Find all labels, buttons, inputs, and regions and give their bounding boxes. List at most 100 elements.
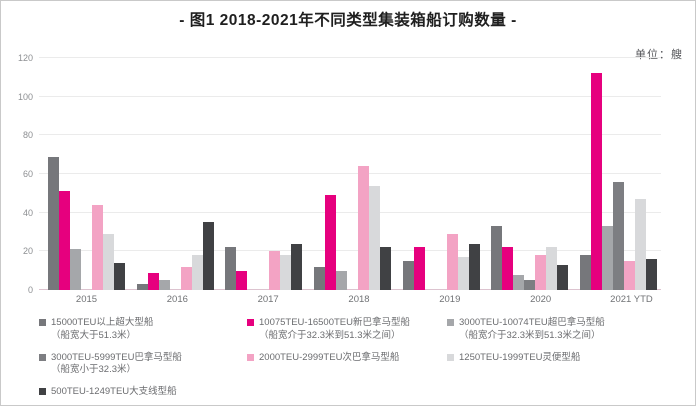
legend-item: 10075TEU-16500TEU新巴拿马型船 （船宽介于32.3米到51.3米之… <box>247 317 447 343</box>
y-tick-label-0: 0 <box>27 285 33 295</box>
bar-2018-2000TEU-2999TEU次巴拿马型船 <box>357 166 369 290</box>
legend-item: 3000TEU-10074TEU超巴拿马型船 （船宽介于32.3米到51.3米之间… <box>447 317 689 343</box>
bar-group-2019 <box>402 58 480 290</box>
bar-2020-1250TEU-1999TEU灵便型船 <box>546 247 558 290</box>
legend-label: 3000TEU-5999TEU巴拿马型船 （船宽小于32.3米） <box>51 352 182 378</box>
plot-area <box>39 57 661 290</box>
bar-2021 YTD-1250TEU-1999TEU灵便型船 <box>634 199 646 290</box>
bar-2015-1250TEU-1999TEU灵便型船 <box>103 233 114 290</box>
bar-2015-15000TEU以上超大型船 <box>48 156 59 290</box>
legend-series-name: 15000TEU以上超大型船 <box>51 317 154 328</box>
bar-2020-3000TEU-10074TEU超巴拿马型船 <box>513 274 525 290</box>
gridline-100 <box>39 95 661 97</box>
legend-series-name: 10075TEU-16500TEU新巴拿马型船 <box>259 317 410 328</box>
legend-item: 2000TEU-2999TEU次巴拿马型船 <box>247 352 447 378</box>
bar-2020-15000TEU以上超大型船 <box>491 226 503 290</box>
legend-series-name: 2000TEU-2999TEU次巴拿马型船 <box>259 351 400 363</box>
bar-2021 YTD-10075TEU-16500TEU新巴拿马型船 <box>590 73 602 290</box>
bar-2016-1250TEU-1999TEU灵便型船 <box>191 255 203 290</box>
x-axis: 2015 2016 2017 2018 2019 2020 2021 YTD <box>39 294 674 305</box>
legend-series-name: 1250TEU-1999TEU灵便型船 <box>459 351 581 363</box>
bar-2016-500TEU-1249TEU大支线型船 <box>202 222 214 290</box>
bar-2021 YTD-15000TEU以上超大型船 <box>579 255 591 290</box>
bar-2020-500TEU-1249TEU大支线型船 <box>557 264 569 290</box>
bar-2016-3000TEU-10074TEU超巴拿马型船 <box>158 280 170 290</box>
x-tick-label-2016: 2016 <box>166 294 188 305</box>
bar-2016-15000TEU以上超大型船 <box>136 284 148 290</box>
gridline-0 <box>39 289 661 290</box>
bar-2015-10075TEU-16500TEU新巴拿马型船 <box>59 191 70 290</box>
bar-2018-1250TEU-1999TEU灵便型船 <box>368 185 380 290</box>
bar-2017-500TEU-1249TEU大支线型船 <box>291 243 303 290</box>
y-tick-label-20: 20 <box>22 246 33 257</box>
legend-swatch-icon <box>39 388 46 396</box>
bar-2015-2000TEU-2999TEU次巴拿马型船 <box>92 204 103 290</box>
legend-series-name: 500TEU-1249TEU大支线型船 <box>51 386 177 398</box>
bar-2015-3000TEU-10074TEU超巴拿马型船 <box>70 249 81 290</box>
legend-swatch-icon <box>247 353 254 361</box>
legend-label: 1250TEU-1999TEU灵便型船 <box>459 352 580 365</box>
chart-title: - 图1 2018-2021年不同类型集装箱船订购数量 - <box>179 12 517 29</box>
x-tick-label-2017: 2017 <box>257 294 279 305</box>
bar-2017-1250TEU-1999TEU灵便型船 <box>280 255 292 290</box>
y-tick-label-100: 100 <box>17 91 33 102</box>
bar-2021 YTD-500TEU-1249TEU大支线型船 <box>645 259 657 290</box>
bar-group-2015 <box>48 58 125 290</box>
bar-2019-10075TEU-16500TEU新巴拿马型船 <box>413 247 425 290</box>
legend-swatch-icon <box>247 319 254 326</box>
bar-group-2018 <box>313 58 391 290</box>
bar-2021 YTD-3000TEU-10074TEU超巴拿马型船 <box>601 226 613 290</box>
bar-2018-500TEU-1249TEU大支线型船 <box>379 247 391 290</box>
y-tick-label-80: 80 <box>22 130 33 141</box>
bar-2018-15000TEU以上超大型船 <box>313 266 325 290</box>
bar-2020-10075TEU-16500TEU新巴拿马型船 <box>502 247 514 290</box>
legend-series-name: 3000TEU-5999TEU巴拿马型船 <box>51 351 182 363</box>
legend-series-note: （船宽介于32.3米到51.3米之间） <box>459 329 601 341</box>
legend-label: 15000TEU以上超大型船 （船宽大于51.3米） <box>51 317 153 343</box>
bar-group-2021 YTD <box>579 58 657 290</box>
gridline-120 <box>39 57 661 58</box>
x-tick-label-2018: 2018 <box>348 294 370 305</box>
legend-swatch-icon <box>447 353 454 361</box>
x-tick-label-2019: 2019 <box>439 294 461 305</box>
legend-series-note: （船宽介于32.3米到51.3米之间） <box>259 329 401 341</box>
bar-2016-10075TEU-16500TEU新巴拿马型船 <box>147 272 159 290</box>
x-tick-label-2015: 2015 <box>75 294 98 305</box>
bar-2019-15000TEU以上超大型船 <box>402 261 414 290</box>
legend-series-name: 3000TEU-10074TEU超巴拿马型船 <box>459 317 605 328</box>
legend-item: 15000TEU以上超大型船 （船宽大于51.3米） <box>39 317 247 343</box>
bar-2020-3000TEU-5999TEU巴拿马型船 <box>524 280 536 290</box>
legend-swatch-icon <box>447 319 454 326</box>
bar-2019-500TEU-1249TEU大支线型船 <box>468 243 480 290</box>
legend-item: 1250TEU-1999TEU灵便型船 <box>447 352 689 378</box>
bar-2019-1250TEU-1999TEU灵便型船 <box>457 257 469 290</box>
gridline-40 <box>39 211 661 213</box>
legend: 15000TEU以上超大型船 （船宽大于51.3米） 10075TEU-16500T… <box>39 317 689 399</box>
legend-item: 500TEU-1249TEU大支线型船 <box>39 386 247 399</box>
bar-2016-2000TEU-2999TEU次巴拿马型船 <box>180 266 192 290</box>
bar-2017-15000TEU以上超大型船 <box>225 247 237 290</box>
y-tick-label-60: 60 <box>22 169 33 179</box>
legend-label: 2000TEU-2999TEU次巴拿马型船 <box>259 352 399 365</box>
bar-2017-10075TEU-16500TEU新巴拿马型船 <box>236 270 248 290</box>
bar-group-2017 <box>225 58 303 290</box>
bar-2021 YTD-3000TEU-5999TEU巴拿马型船 <box>612 181 624 290</box>
legend-swatch-icon <box>39 353 46 361</box>
bar-group-2016 <box>136 58 214 290</box>
gridline-20 <box>39 250 661 252</box>
bar-2018-3000TEU-10074TEU超巴拿马型船 <box>335 270 347 290</box>
unit-label: 单位：艘 <box>635 49 683 61</box>
x-tick-label-2021 YTD: 2021 YTD <box>610 294 653 305</box>
y-tick-label-120: 120 <box>17 53 33 63</box>
x-tick-label-2020: 2020 <box>530 294 552 305</box>
bar-2017-2000TEU-2999TEU次巴拿马型船 <box>269 251 281 290</box>
legend-swatch-icon <box>39 319 46 326</box>
bar-2021 YTD-2000TEU-2999TEU次巴拿马型船 <box>623 261 635 290</box>
gridline-60 <box>39 173 661 174</box>
legend-label: 10075TEU-16500TEU新巴拿马型船 （船宽介于32.3米到51.3米之… <box>259 317 410 343</box>
y-tick-label-40: 40 <box>22 207 33 218</box>
bar-2015-500TEU-1249TEU大支线型船 <box>114 262 125 290</box>
bar-group-2020 <box>491 58 569 290</box>
legend-label: 3000TEU-10074TEU超巴拿马型船 （船宽介于32.3米到51.3米之间… <box>459 317 605 343</box>
